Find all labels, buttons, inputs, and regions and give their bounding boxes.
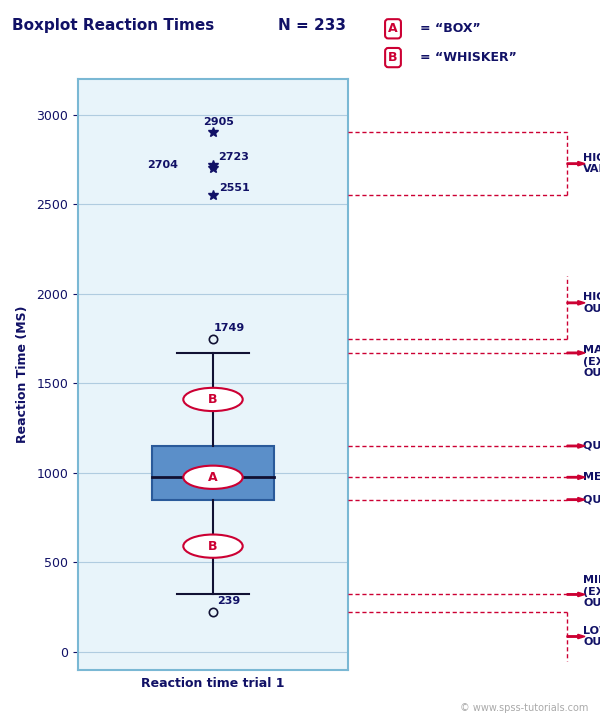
Bar <box>152 446 274 500</box>
Text: QUARTILE 3: QUARTILE 3 <box>583 441 600 451</box>
Text: Boxplot Reaction Times: Boxplot Reaction Times <box>12 18 214 33</box>
Text: = “WHISKER”: = “WHISKER” <box>420 51 517 64</box>
Text: 1749: 1749 <box>214 323 245 333</box>
Text: LOW POTENTIAL
OUTLIER: LOW POTENTIAL OUTLIER <box>583 626 600 647</box>
Text: A: A <box>388 22 398 35</box>
Text: © www.spss-tutorials.com: © www.spss-tutorials.com <box>460 703 588 713</box>
Text: 2704: 2704 <box>147 161 178 170</box>
Text: MINIMUM
(EXCLUDING
OUTLIERS): MINIMUM (EXCLUDING OUTLIERS) <box>583 575 600 608</box>
Text: MEDIAN: MEDIAN <box>583 472 600 482</box>
Text: HIGH EXTREME
VALUES: HIGH EXTREME VALUES <box>583 153 600 174</box>
Ellipse shape <box>184 534 243 558</box>
Text: 2551: 2551 <box>219 183 250 193</box>
Y-axis label: Reaction Time (MS): Reaction Time (MS) <box>16 306 29 443</box>
Text: 2723: 2723 <box>218 152 249 162</box>
Text: B: B <box>208 393 218 406</box>
Text: 2905: 2905 <box>203 117 234 127</box>
Text: A: A <box>208 471 218 484</box>
Ellipse shape <box>184 388 243 411</box>
X-axis label: Reaction time trial 1: Reaction time trial 1 <box>141 677 285 690</box>
Text: B: B <box>388 51 398 64</box>
Text: QUARTILE 1: QUARTILE 1 <box>583 495 600 505</box>
Text: B: B <box>208 540 218 553</box>
Ellipse shape <box>184 466 243 489</box>
Text: N = 233: N = 233 <box>278 18 346 33</box>
Text: MAXIMUM
(EXCLUDING
OUTLIERS): MAXIMUM (EXCLUDING OUTLIERS) <box>583 346 600 379</box>
Text: HIGH POTENTIAL
OUTLIER: HIGH POTENTIAL OUTLIER <box>583 292 600 314</box>
Text: 239: 239 <box>218 596 241 606</box>
Text: = “BOX”: = “BOX” <box>420 22 481 35</box>
